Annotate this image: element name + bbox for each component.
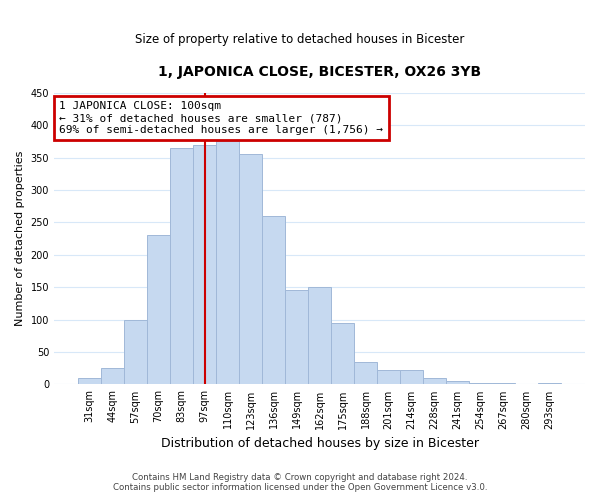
Y-axis label: Number of detached properties: Number of detached properties — [15, 151, 25, 326]
Bar — [216, 142, 239, 384]
Bar — [423, 378, 446, 384]
Bar — [193, 144, 216, 384]
Bar — [78, 378, 101, 384]
Bar — [308, 287, 331, 384]
Bar — [124, 320, 147, 384]
Bar — [492, 383, 515, 384]
Bar — [446, 381, 469, 384]
Bar — [354, 362, 377, 384]
Bar — [400, 370, 423, 384]
Bar — [170, 148, 193, 384]
Bar — [377, 370, 400, 384]
Title: 1, JAPONICA CLOSE, BICESTER, OX26 3YB: 1, JAPONICA CLOSE, BICESTER, OX26 3YB — [158, 65, 481, 79]
Bar — [147, 236, 170, 384]
X-axis label: Distribution of detached houses by size in Bicester: Distribution of detached houses by size … — [161, 437, 479, 450]
Text: Contains HM Land Registry data © Crown copyright and database right 2024.
Contai: Contains HM Land Registry data © Crown c… — [113, 473, 487, 492]
Bar — [469, 383, 492, 384]
Bar — [101, 368, 124, 384]
Text: 1 JAPONICA CLOSE: 100sqm
← 31% of detached houses are smaller (787)
69% of semi-: 1 JAPONICA CLOSE: 100sqm ← 31% of detach… — [59, 102, 383, 134]
Bar — [239, 154, 262, 384]
Bar — [331, 323, 354, 384]
Text: Size of property relative to detached houses in Bicester: Size of property relative to detached ho… — [136, 32, 464, 46]
Bar — [538, 383, 561, 384]
Bar — [262, 216, 285, 384]
Bar — [285, 290, 308, 384]
